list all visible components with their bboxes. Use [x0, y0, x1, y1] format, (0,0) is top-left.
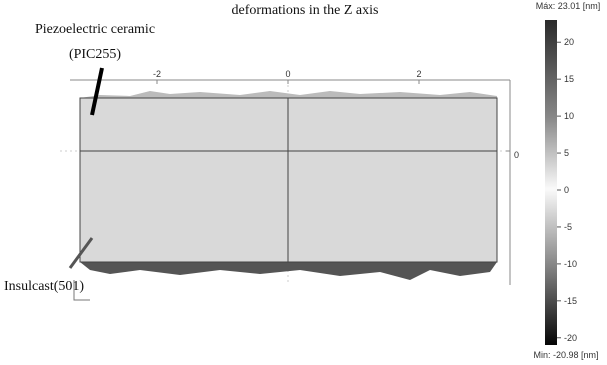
colorbar-tick-label: -15	[564, 296, 577, 306]
screenshot: deformations in the Z axis Piezoelectric…	[0, 0, 607, 365]
colorbar-tick-label: -20	[564, 333, 577, 343]
colorbar-tick-label: 0	[564, 185, 569, 195]
colorbar-tick-label: 20	[564, 37, 574, 47]
colorbar-tick-label: -10	[564, 259, 577, 269]
colorbar-max: Máx: 23.01 [nm]	[536, 1, 601, 11]
surface-top	[80, 91, 497, 98]
label: (PIC255)	[69, 47, 121, 62]
colorbar	[545, 20, 557, 345]
label: Insulcast(501)	[4, 279, 84, 294]
colorbar-tick-label: -5	[564, 222, 572, 232]
colorbar-tick-label: 10	[564, 111, 574, 121]
label: Piezoelectric ceramic	[35, 22, 155, 37]
surface-bottom	[80, 262, 497, 280]
x-tick-label: -2	[153, 69, 161, 79]
y-tick-label: 0	[514, 150, 519, 160]
colorbar-tick-label: 15	[564, 74, 574, 84]
x-tick-label: 0	[285, 69, 290, 79]
colorbar-min: Min: -20.98 [nm]	[533, 350, 598, 360]
x-tick-label: 2	[416, 69, 421, 79]
title: deformations in the Z axis	[232, 3, 379, 18]
colorbar-tick-label: 5	[564, 148, 569, 158]
